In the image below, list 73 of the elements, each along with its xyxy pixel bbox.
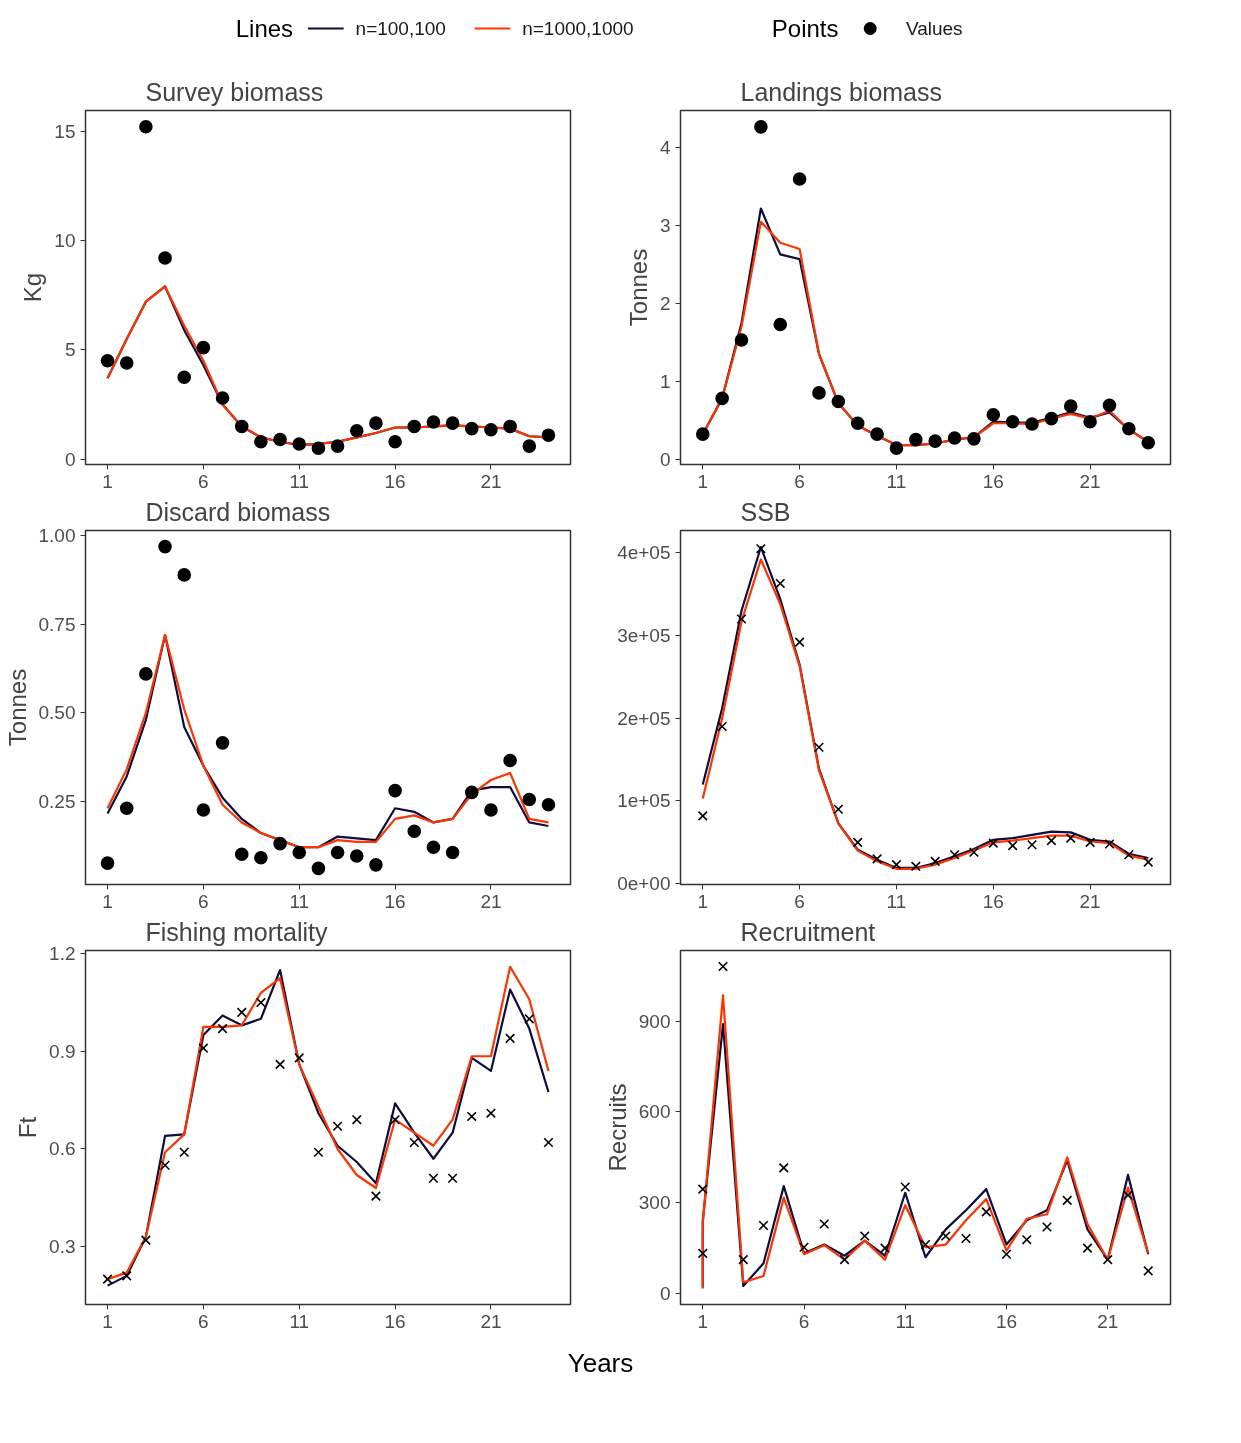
legend-title: Lines [235,15,294,42]
y-tick-label: 0.9 [49,1040,76,1062]
x-tick-label: 1 [697,470,709,492]
x-tick-label: 6 [798,1310,810,1332]
x-tick-label: 1 [102,890,113,912]
chart-title: Fishing mortality [145,917,328,946]
y-tick-label: 900 [638,1010,671,1032]
x-tick-label: 21 [1079,890,1101,912]
chart-title: Landings biomass [740,77,943,106]
y-tick-label: 5 [64,339,76,361]
x-tick-label: 21 [480,1310,502,1332]
y-tick-label: 10 [54,229,76,251]
legend-label: Values [905,18,963,39]
legend-label: n=100,100 [355,18,446,39]
y-tick-label: 15 [54,120,76,142]
x-tick-label: 11 [886,890,907,912]
x-tick-label: 6 [198,890,209,912]
y-axis-title: Ft [14,1116,42,1139]
x-tick-label: 1 [697,890,709,912]
y-tick-label: 3 [659,215,671,237]
x-tick-label: 6 [794,470,805,492]
y-tick-label: 1e+05 [617,790,671,812]
x-axis-title: Years [567,1347,634,1378]
x-tick-label: 16 [384,890,406,912]
x-tick-label: 21 [480,890,502,912]
x-tick-label: 6 [794,890,805,912]
y-tick-label: 0.50 [38,702,76,724]
y-tick-label: 1.2 [49,943,76,965]
x-tick-label: 16 [995,1310,1018,1332]
x-tick-label: 16 [384,1310,406,1332]
y-tick-label: 4e+05 [617,542,671,564]
x-tick-label: 16 [982,890,1004,912]
y-tick-label: 2 [659,292,671,314]
y-tick-label: 600 [638,1101,671,1123]
y-tick-label: 0.3 [49,1236,76,1258]
y-axis-title: Kg [19,272,47,303]
y-tick-label: 3e+05 [617,625,671,647]
y-tick-label: 300 [638,1192,671,1214]
y-tick-label: 0 [659,1283,671,1305]
x-tick-label: 11 [886,470,907,492]
chart-title: Survey biomass [145,77,324,106]
chart-title: Recruitment [740,917,876,946]
text: Points [771,15,839,42]
y-axis-title: Recruits [603,1083,631,1172]
x-tick-label: 11 [895,1310,916,1332]
y-tick-label: 0.6 [49,1138,76,1160]
y-tick-label: 4 [659,137,671,159]
y-tick-label: 1.00 [38,525,76,547]
y-axis-title: Tonnes [624,248,652,327]
x-tick-label: 16 [982,470,1004,492]
chart-title: Discard biomass [145,497,331,526]
x-tick-label: 1 [697,1310,709,1332]
y-tick-label: 1 [659,370,671,392]
x-tick-label: 16 [384,470,406,492]
x-tick-label: 6 [198,470,209,492]
x-tick-label: 1 [102,1310,113,1332]
legend-label: n=1000,1000 [522,18,634,39]
x-tick-label: 1 [102,470,113,492]
x-tick-label: 11 [289,1310,310,1332]
y-tick-label: 0e+00 [617,873,671,895]
y-tick-label: 2e+05 [617,707,671,729]
x-tick-label: 21 [480,470,502,492]
y-tick-label: 0.75 [38,613,76,635]
x-tick-label: 6 [198,1310,209,1332]
y-tick-label: 0 [64,448,76,470]
x-tick-label: 21 [1079,470,1101,492]
y-axis-title: Tonnes [3,668,31,747]
y-tick-label: 0.25 [38,790,76,812]
x-tick-label: 21 [1097,1310,1119,1332]
x-tick-label: 11 [289,470,310,492]
chart-title: SSB [740,497,791,526]
x-tick-label: 11 [289,890,310,912]
y-tick-label: 0 [659,448,671,470]
